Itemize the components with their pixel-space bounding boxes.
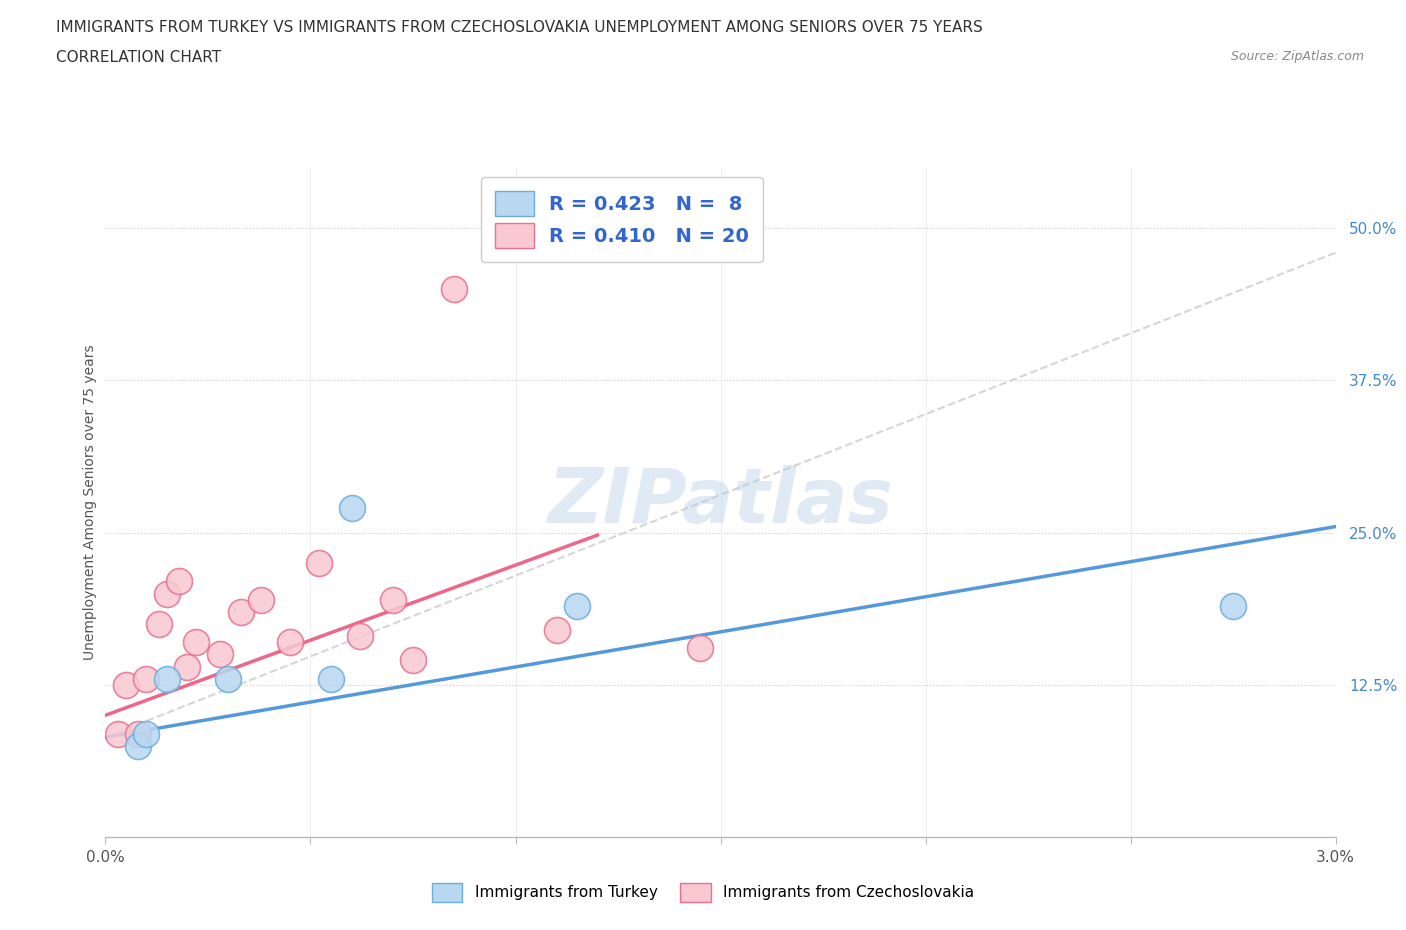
Point [340, 501, 363, 516]
Point [402, 653, 425, 668]
Point [250, 592, 273, 607]
Point [176, 659, 198, 674]
Point [156, 586, 179, 601]
Text: ZIPatlas: ZIPatlas [547, 465, 894, 539]
Legend: Immigrants from Turkey, Immigrants from Czechoslovakia: Immigrants from Turkey, Immigrants from … [426, 877, 980, 909]
Point [184, 635, 207, 650]
Point [319, 671, 342, 686]
Text: Source: ZipAtlas.com: Source: ZipAtlas.com [1230, 50, 1364, 63]
Point [689, 641, 711, 656]
Text: IMMIGRANTS FROM TURKEY VS IMMIGRANTS FROM CZECHOSLOVAKIA UNEMPLOYMENT AMONG SENI: IMMIGRANTS FROM TURKEY VS IMMIGRANTS FRO… [56, 20, 983, 35]
Point [565, 598, 588, 613]
Text: CORRELATION CHART: CORRELATION CHART [56, 50, 221, 65]
Point [1222, 598, 1244, 613]
Point [156, 671, 179, 686]
Point [115, 677, 138, 692]
Point [308, 555, 330, 570]
Point [278, 635, 301, 650]
Point [135, 726, 157, 741]
Y-axis label: Unemployment Among Seniors over 75 years: Unemployment Among Seniors over 75 years [83, 344, 97, 660]
Point [229, 604, 252, 619]
Point [218, 671, 240, 686]
Point [546, 622, 568, 637]
Point [349, 629, 371, 644]
Point [169, 574, 191, 589]
Legend: R = 0.423   N =  8, R = 0.410   N = 20: R = 0.423 N = 8, R = 0.410 N = 20 [481, 177, 763, 262]
Point [443, 282, 465, 297]
Point [381, 592, 404, 607]
Point [135, 671, 157, 686]
Point [107, 726, 129, 741]
Point [209, 647, 232, 662]
Point [127, 726, 149, 741]
Point [127, 738, 149, 753]
Point [148, 617, 170, 631]
